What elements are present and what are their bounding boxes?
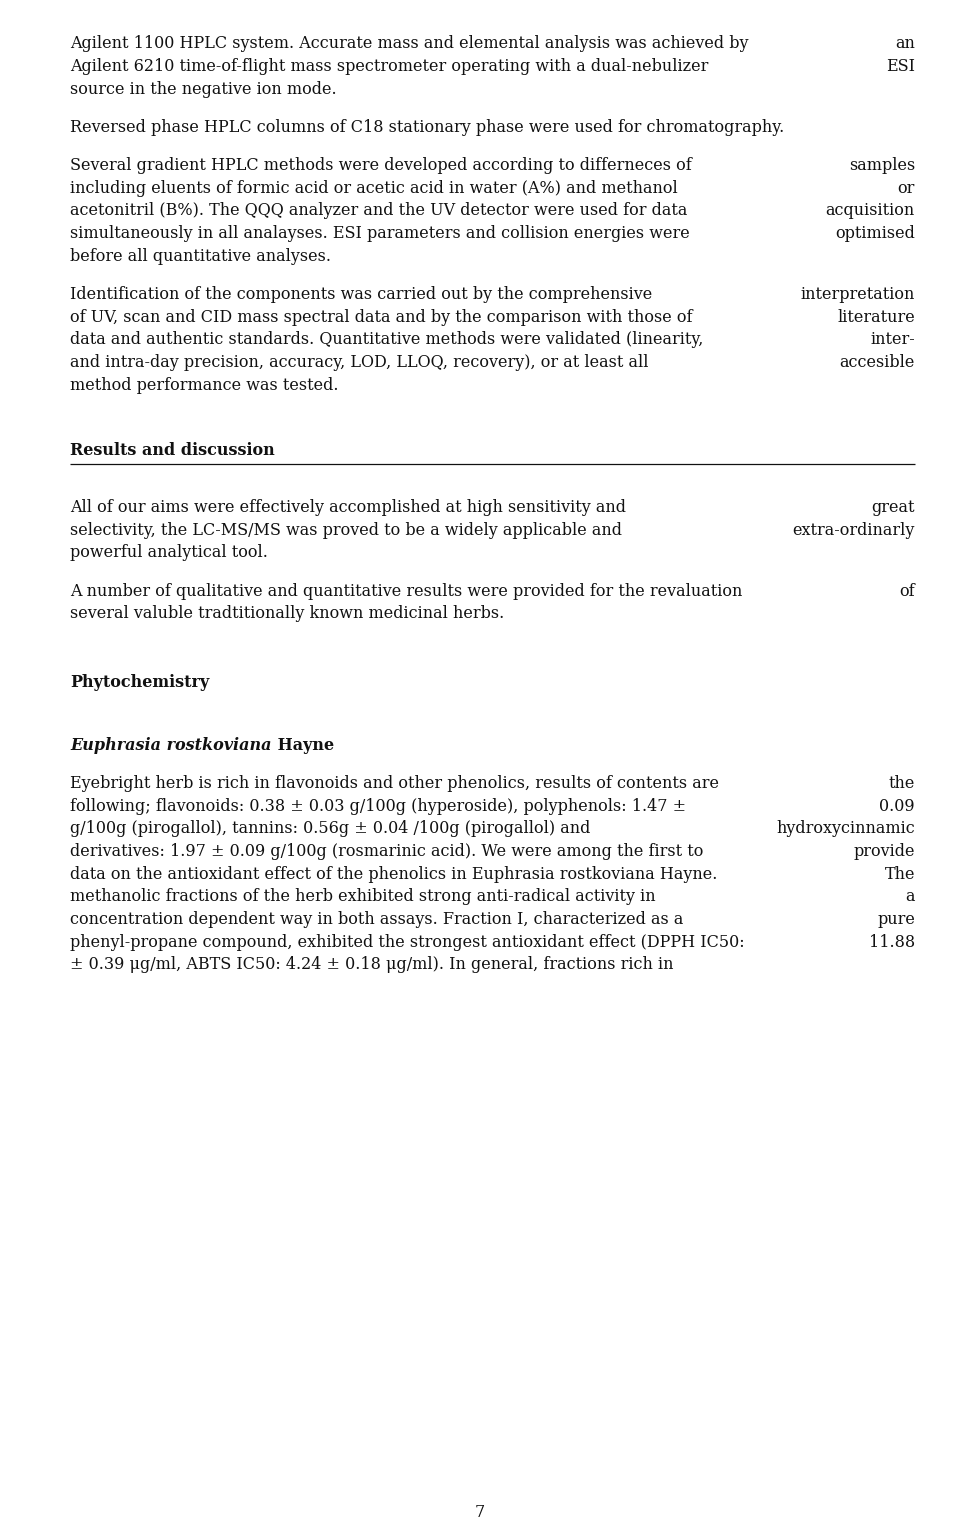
Text: several valuble tradtitionally known medicinal herbs.: several valuble tradtitionally known med… <box>70 605 504 622</box>
Text: including eluents of formic acid or acetic acid in water (A%) and methanol: including eluents of formic acid or acet… <box>70 180 678 197</box>
Text: Euphrasia rostkoviana: Euphrasia rostkoviana <box>70 737 272 754</box>
Text: ESI: ESI <box>886 58 915 75</box>
Text: simultaneously in all analayses. ESI parameters and collision energies were: simultaneously in all analayses. ESI par… <box>70 225 690 242</box>
Text: before all quantitative analyses.: before all quantitative analyses. <box>70 248 331 265</box>
Text: accesible: accesible <box>839 354 915 371</box>
Text: optimised: optimised <box>835 225 915 242</box>
Text: Phytochemistry: Phytochemistry <box>70 674 209 691</box>
Text: acquisition: acquisition <box>826 203 915 220</box>
Text: Reversed phase HPLC columns of C18 stationary phase were used for chromatography: Reversed phase HPLC columns of C18 stati… <box>70 119 784 135</box>
Text: data on the antioxidant effect of the phenolics in Euphrasia rostkoviana Hayne.: data on the antioxidant effect of the ph… <box>70 866 717 883</box>
Text: and intra-day precision, accuracy, LOD, LLOQ, recovery), or at least all: and intra-day precision, accuracy, LOD, … <box>70 354 649 371</box>
Text: powerful analytical tool.: powerful analytical tool. <box>70 545 268 562</box>
Text: phenyl-propane compound, exhibited the strongest antioxidant effect (DPPH IC50:: phenyl-propane compound, exhibited the s… <box>70 934 745 951</box>
Text: All of our aims were effectively accomplished at high sensitivity and: All of our aims were effectively accompl… <box>70 499 626 516</box>
Text: provide: provide <box>853 843 915 860</box>
Text: Agilent 6210 time-of-flight mass spectrometer operating with a dual-nebulizer: Agilent 6210 time-of-flight mass spectro… <box>70 58 708 75</box>
Text: Several gradient HPLC methods were developed according to differneces of: Several gradient HPLC methods were devel… <box>70 157 692 174</box>
Text: an: an <box>895 35 915 52</box>
Text: 0.09: 0.09 <box>879 797 915 814</box>
Text: concentration dependent way in both assays. Fraction I, characterized as a: concentration dependent way in both assa… <box>70 911 684 928</box>
Text: data and authentic standards. Quantitative methods were validated (linearity,: data and authentic standards. Quantitati… <box>70 331 704 348</box>
Text: of UV, scan and CID mass spectral data and by the comparison with those of: of UV, scan and CID mass spectral data a… <box>70 309 692 326</box>
Text: a: a <box>905 888 915 905</box>
Text: inter-: inter- <box>870 331 915 348</box>
Text: of: of <box>900 583 915 600</box>
Text: following; flavonoids: 0.38 ± 0.03 g/100g (hyperoside), polyphenols: 1.47 ±: following; flavonoids: 0.38 ± 0.03 g/100… <box>70 797 686 814</box>
Text: 7: 7 <box>475 1504 485 1521</box>
Text: Hayne: Hayne <box>272 737 334 754</box>
Text: extra-ordinarly: extra-ordinarly <box>793 522 915 539</box>
Text: method performance was tested.: method performance was tested. <box>70 377 339 394</box>
Text: ± 0.39 μg/ml, ABTS IC50: 4.24 ± 0.18 μg/ml). In general, fractions rich in: ± 0.39 μg/ml, ABTS IC50: 4.24 ± 0.18 μg/… <box>70 957 674 974</box>
Text: The: The <box>884 866 915 883</box>
Text: g/100g (pirogallol), tannins: 0.56g ± 0.04 /100g (pirogallol) and: g/100g (pirogallol), tannins: 0.56g ± 0.… <box>70 820 590 837</box>
Text: methanolic fractions of the herb exhibited strong anti-radical activity in: methanolic fractions of the herb exhibit… <box>70 888 656 905</box>
Text: 11.88: 11.88 <box>869 934 915 951</box>
Text: Eyebright herb is rich in flavonoids and other phenolics, results of contents ar: Eyebright herb is rich in flavonoids and… <box>70 776 719 793</box>
Text: literature: literature <box>837 309 915 326</box>
Text: Agilent 1100 HPLC system. Accurate mass and elemental analysis was achieved by: Agilent 1100 HPLC system. Accurate mass … <box>70 35 749 52</box>
Text: great: great <box>872 499 915 516</box>
Text: pure: pure <box>877 911 915 928</box>
Text: source in the negative ion mode.: source in the negative ion mode. <box>70 82 337 98</box>
Text: samples: samples <box>849 157 915 174</box>
Text: hydroxycinnamic: hydroxycinnamic <box>776 820 915 837</box>
Text: A number of qualitative and quantitative results were provided for the revaluati: A number of qualitative and quantitative… <box>70 583 742 600</box>
Text: selectivity, the LC-MS/MS was proved to be a widely applicable and: selectivity, the LC-MS/MS was proved to … <box>70 522 622 539</box>
Text: Identification of the components was carried out by the comprehensive: Identification of the components was car… <box>70 286 653 303</box>
Text: interpretation: interpretation <box>801 286 915 303</box>
Text: acetonitril (B%). The QQQ analyzer and the UV detector were used for data: acetonitril (B%). The QQQ analyzer and t… <box>70 203 687 220</box>
Text: or: or <box>898 180 915 197</box>
Text: derivatives: 1.97 ± 0.09 g/100g (rosmarinic acid). We were among the first to: derivatives: 1.97 ± 0.09 g/100g (rosmari… <box>70 843 704 860</box>
Text: Results and discussion: Results and discussion <box>70 443 275 460</box>
Text: the: the <box>889 776 915 793</box>
